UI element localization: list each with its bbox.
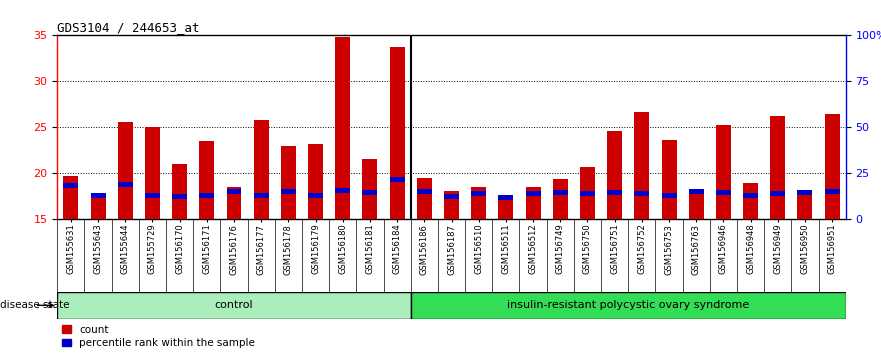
- Bar: [389, 47, 404, 219]
- Text: GDS3104 / 244653_at: GDS3104 / 244653_at: [57, 21, 200, 34]
- Bar: [797, 190, 812, 195]
- Bar: [607, 190, 622, 195]
- Bar: [172, 164, 187, 219]
- Bar: [825, 189, 840, 194]
- Bar: [199, 193, 214, 198]
- Bar: [716, 125, 731, 219]
- Bar: [770, 116, 785, 219]
- Bar: [552, 179, 567, 219]
- Bar: [281, 146, 296, 219]
- Bar: [797, 192, 812, 219]
- Text: insulin-resistant polycystic ovary syndrome: insulin-resistant polycystic ovary syndr…: [507, 300, 750, 310]
- Bar: [552, 190, 567, 195]
- Bar: [444, 194, 459, 199]
- Bar: [226, 189, 241, 194]
- Bar: [199, 141, 214, 219]
- Bar: [254, 120, 269, 219]
- Bar: [336, 188, 351, 194]
- Bar: [362, 190, 377, 195]
- Bar: [770, 191, 785, 196]
- Bar: [689, 189, 704, 219]
- Bar: [336, 37, 351, 219]
- Bar: [499, 195, 514, 200]
- Bar: [57, 292, 411, 319]
- Bar: [634, 112, 649, 219]
- Bar: [580, 191, 595, 196]
- Legend: count, percentile rank within the sample: count, percentile rank within the sample: [63, 325, 255, 348]
- Bar: [634, 191, 649, 196]
- Bar: [63, 183, 78, 188]
- Bar: [308, 193, 323, 198]
- Bar: [281, 189, 296, 194]
- Bar: [526, 187, 541, 219]
- Bar: [145, 193, 160, 198]
- Bar: [743, 193, 758, 198]
- Bar: [91, 193, 106, 198]
- Bar: [417, 189, 432, 194]
- Bar: [471, 187, 486, 219]
- Bar: [308, 144, 323, 219]
- Bar: [118, 182, 133, 187]
- Bar: [172, 194, 187, 199]
- Bar: [607, 131, 622, 219]
- Bar: [417, 178, 432, 219]
- Bar: [118, 122, 133, 219]
- Bar: [580, 167, 595, 219]
- Text: control: control: [215, 300, 254, 310]
- Bar: [526, 191, 541, 196]
- Text: disease state: disease state: [0, 300, 70, 310]
- Bar: [411, 292, 846, 319]
- Bar: [471, 191, 486, 196]
- Bar: [444, 191, 459, 219]
- Bar: [91, 198, 106, 219]
- Bar: [63, 176, 78, 219]
- Bar: [389, 177, 404, 182]
- Bar: [499, 199, 514, 219]
- Bar: [662, 140, 677, 219]
- Bar: [689, 189, 704, 194]
- Bar: [716, 190, 731, 195]
- Bar: [145, 127, 160, 219]
- Bar: [825, 114, 840, 219]
- Bar: [662, 193, 677, 198]
- Bar: [254, 193, 269, 198]
- Bar: [226, 187, 241, 219]
- Bar: [362, 159, 377, 219]
- Bar: [743, 183, 758, 219]
